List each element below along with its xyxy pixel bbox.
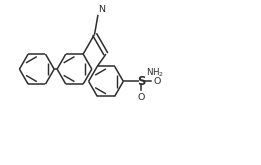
- Text: NH$_2$: NH$_2$: [146, 66, 164, 79]
- Text: O: O: [138, 93, 145, 102]
- Text: N: N: [98, 5, 105, 14]
- Text: S: S: [137, 75, 145, 88]
- Text: O: O: [153, 77, 161, 86]
